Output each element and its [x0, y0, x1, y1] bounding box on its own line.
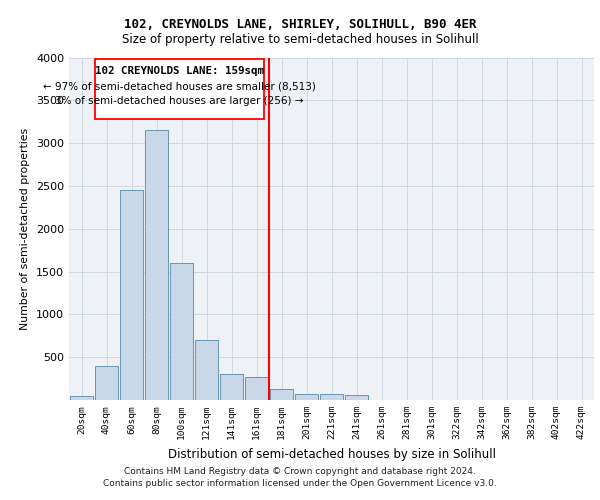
Text: 102, CREYNOLDS LANE, SHIRLEY, SOLIHULL, B90 4ER: 102, CREYNOLDS LANE, SHIRLEY, SOLIHULL, … — [124, 18, 476, 30]
Y-axis label: Number of semi-detached properties: Number of semi-detached properties — [20, 128, 31, 330]
Text: Size of property relative to semi-detached houses in Solihull: Size of property relative to semi-detach… — [122, 34, 478, 46]
Bar — [245, 377, 268, 400]
Bar — [95, 59, 264, 119]
Bar — [344, 395, 368, 400]
Bar — [320, 394, 343, 400]
Text: 3% of semi-detached houses are larger (256) →: 3% of semi-detached houses are larger (2… — [55, 96, 304, 106]
Bar — [145, 130, 169, 400]
Bar — [119, 190, 143, 400]
Text: 102 CREYNOLDS LANE: 159sqm: 102 CREYNOLDS LANE: 159sqm — [95, 66, 264, 76]
Text: ← 97% of semi-detached houses are smaller (8,513): ← 97% of semi-detached houses are smalle… — [43, 82, 316, 92]
Text: Contains public sector information licensed under the Open Government Licence v3: Contains public sector information licen… — [103, 478, 497, 488]
Bar — [194, 340, 218, 400]
X-axis label: Distribution of semi-detached houses by size in Solihull: Distribution of semi-detached houses by … — [167, 448, 496, 460]
Bar — [170, 263, 193, 400]
Bar — [95, 366, 118, 400]
Text: Contains HM Land Registry data © Crown copyright and database right 2024.: Contains HM Land Registry data © Crown c… — [124, 467, 476, 476]
Bar — [70, 396, 94, 400]
Bar — [269, 390, 293, 400]
Bar — [295, 394, 319, 400]
Bar — [220, 374, 244, 400]
